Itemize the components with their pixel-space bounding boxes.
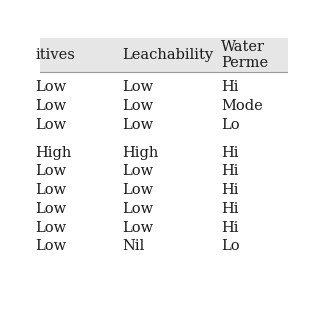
Text: Lo: Lo (221, 239, 240, 253)
Text: Leachability: Leachability (122, 48, 213, 62)
Text: Mode: Mode (221, 99, 263, 113)
Text: itives: itives (35, 48, 75, 62)
Text: Low: Low (35, 80, 66, 94)
Bar (40, 38, 288, 72)
Text: Low: Low (122, 80, 153, 94)
Text: High: High (122, 146, 158, 160)
Text: Hi: Hi (221, 202, 238, 216)
Text: Low: Low (122, 220, 153, 235)
Text: Hi: Hi (221, 164, 238, 179)
Text: Nil: Nil (122, 239, 144, 253)
Text: Hi: Hi (221, 80, 238, 94)
Text: Low: Low (35, 220, 66, 235)
Text: Low: Low (122, 183, 153, 197)
Text: Water
Perme: Water Perme (221, 40, 268, 70)
Text: High: High (35, 146, 71, 160)
Text: Hi: Hi (221, 146, 238, 160)
Text: Low: Low (35, 202, 66, 216)
Text: Low: Low (122, 99, 153, 113)
Text: Low: Low (122, 164, 153, 179)
Text: Hi: Hi (221, 220, 238, 235)
Text: Low: Low (35, 118, 66, 132)
Text: Low: Low (122, 202, 153, 216)
Text: Low: Low (35, 99, 66, 113)
Text: Lo: Lo (221, 118, 240, 132)
Text: Hi: Hi (221, 183, 238, 197)
Text: Low: Low (35, 239, 66, 253)
Text: Low: Low (122, 118, 153, 132)
Text: Low: Low (35, 164, 66, 179)
Text: Low: Low (35, 183, 66, 197)
